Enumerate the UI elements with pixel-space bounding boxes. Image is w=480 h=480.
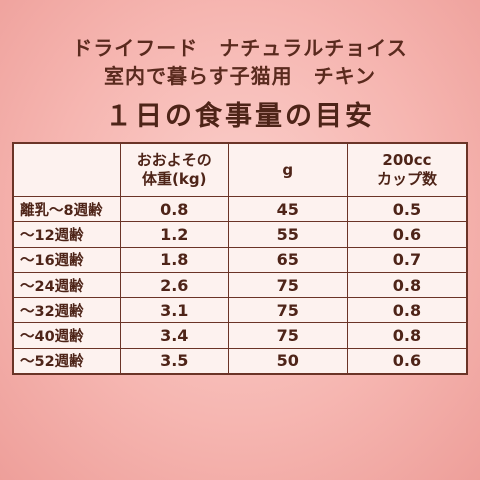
age-cell: ～32週齢 bbox=[12, 297, 121, 324]
table-header-row: おおよその 体重(kg) g 200cc カップ数 bbox=[12, 142, 468, 197]
header-grams: g bbox=[227, 142, 348, 197]
cups-cell: 0.8 bbox=[346, 297, 468, 324]
table-row: ～32週齢 3.1 75 0.8 bbox=[12, 297, 468, 324]
weight-cell: 3.5 bbox=[119, 347, 229, 375]
page-title: １日の食事量の目安 bbox=[105, 101, 375, 132]
age-cell: ～40週齢 bbox=[12, 322, 121, 349]
table-row: ～16週齢 1.8 65 0.7 bbox=[12, 246, 468, 273]
weight-cell: 1.2 bbox=[119, 221, 229, 248]
age-cell: ～16週齢 bbox=[12, 246, 121, 273]
grams-cell: 65 bbox=[227, 246, 348, 273]
weight-cell: 3.4 bbox=[119, 322, 229, 349]
header-weight: おおよその 体重(kg) bbox=[119, 142, 229, 197]
cups-cell: 0.7 bbox=[346, 246, 468, 273]
table-row: 離乳～8週齢 0.8 45 0.5 bbox=[12, 195, 468, 223]
header-cups: 200cc カップ数 bbox=[346, 142, 468, 197]
header-age bbox=[12, 142, 121, 197]
weight-cell: 0.8 bbox=[119, 195, 229, 223]
weight-cell: 1.8 bbox=[119, 246, 229, 273]
cups-cell: 0.8 bbox=[346, 322, 468, 349]
cups-cell: 0.5 bbox=[346, 195, 468, 223]
cups-cell: 0.6 bbox=[346, 221, 468, 248]
age-cell: ～24週齢 bbox=[12, 271, 121, 299]
product-name: ドライフード ナチュラルチョイス bbox=[72, 36, 408, 60]
grams-cell: 45 bbox=[227, 195, 348, 223]
cups-cell: 0.8 bbox=[346, 271, 468, 299]
age-cell: ～52週齢 bbox=[12, 347, 121, 375]
grams-cell: 75 bbox=[227, 297, 348, 324]
grams-cell: 50 bbox=[227, 347, 348, 375]
table-row: ～52週齢 3.5 50 0.6 bbox=[12, 347, 468, 375]
product-variant: 室内で暮らす子猫用 チキン bbox=[104, 64, 376, 88]
weight-cell: 3.1 bbox=[119, 297, 229, 324]
table-row: ～24週齢 2.6 75 0.8 bbox=[12, 271, 468, 299]
age-cell: 離乳～8週齢 bbox=[12, 195, 121, 223]
weight-cell: 2.6 bbox=[119, 271, 229, 299]
grams-cell: 75 bbox=[227, 322, 348, 349]
grams-cell: 55 bbox=[227, 221, 348, 248]
grams-cell: 75 bbox=[227, 271, 348, 299]
table-row: ～40週齢 3.4 75 0.8 bbox=[12, 322, 468, 349]
feeding-table-container: おおよその 体重(kg) g 200cc カップ数 離乳～8週齢 0.8 45 0.5… bbox=[12, 142, 468, 376]
feeding-table: おおよその 体重(kg) g 200cc カップ数 離乳～8週齢 0.8 45 0.5… bbox=[12, 142, 468, 376]
table-row: ～12週齢 1.2 55 0.6 bbox=[12, 221, 468, 248]
age-cell: ～12週齢 bbox=[12, 221, 121, 248]
product-header: ドライフード ナチュラルチョイス 室内で暮らす子猫用 チキン bbox=[0, 34, 480, 90]
cups-cell: 0.6 bbox=[346, 347, 468, 375]
